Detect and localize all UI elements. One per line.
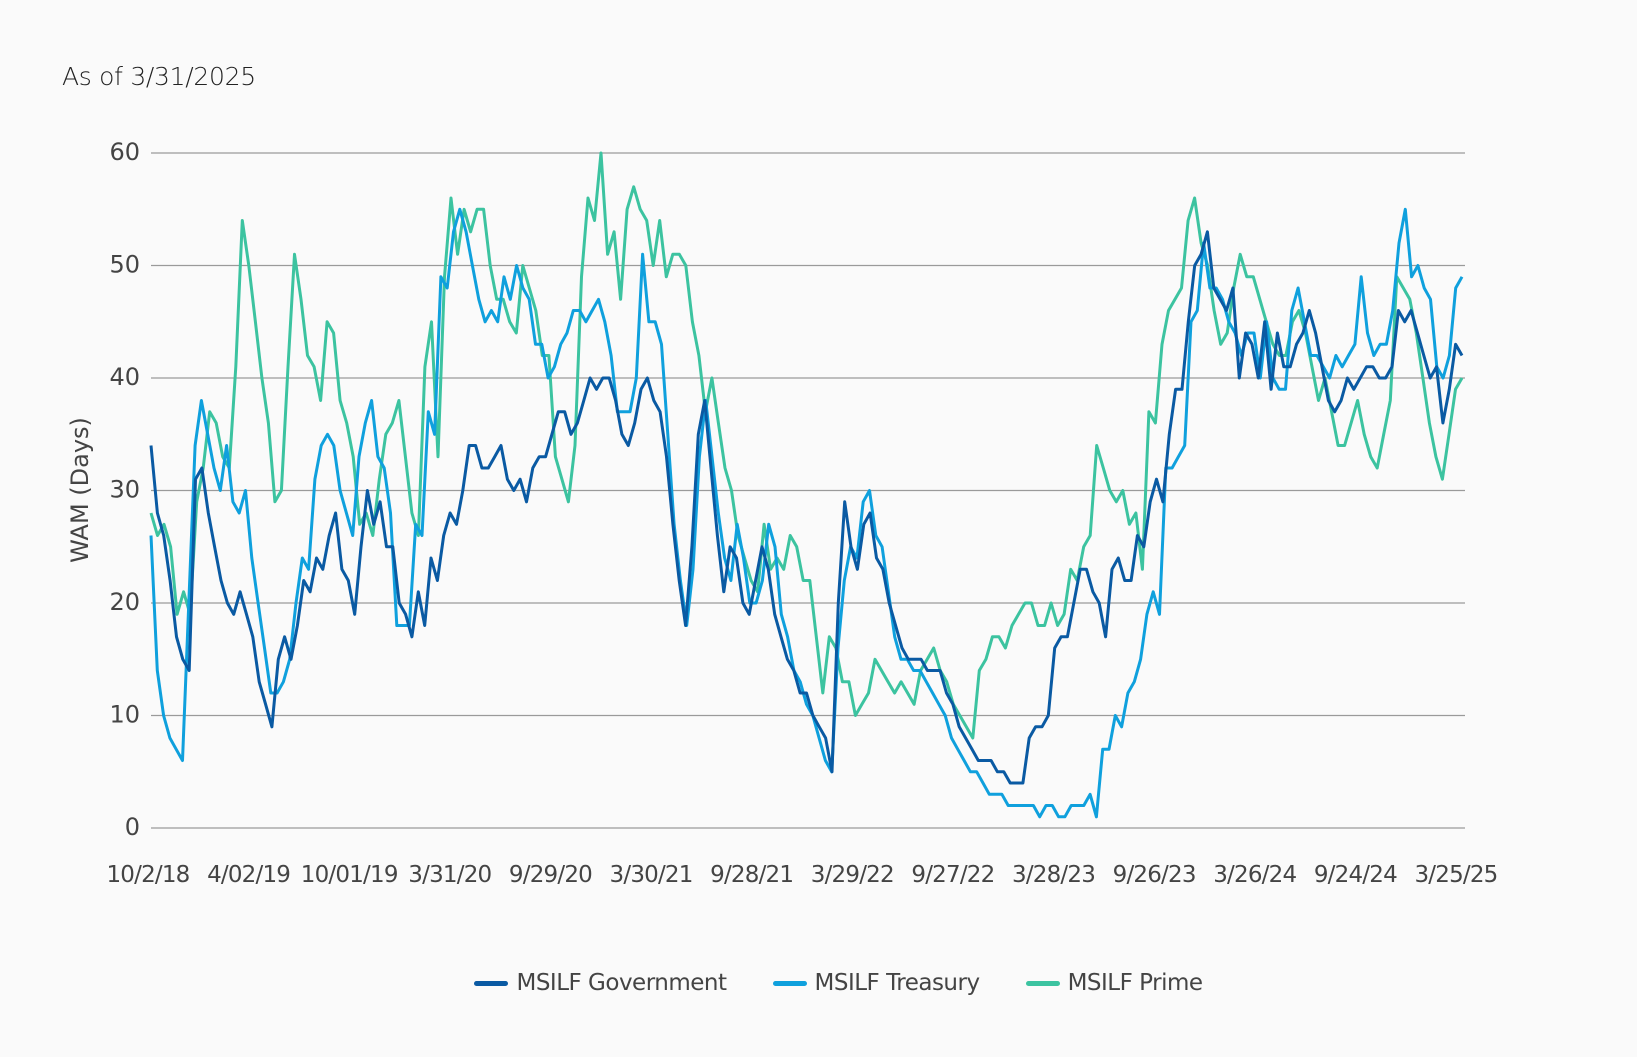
series-line-msilf-government (149, 230, 1464, 785)
legend-item-treasury: MSILF Treasury (772, 970, 981, 996)
x-tick-label: 3/25/25 (1414, 862, 1497, 888)
series-lines (149, 151, 1464, 819)
y-tick-label: 40 (109, 363, 140, 391)
legend-swatch-prime (1025, 980, 1060, 986)
x-tick-label: 4/02/19 (207, 862, 290, 888)
x-tick-label: 9/24/24 (1314, 862, 1397, 888)
x-tick-label: 3/28/23 (1012, 862, 1095, 888)
y-tick-label: 60 (109, 138, 140, 166)
legend-item-prime: MSILF Prime (1025, 970, 1203, 996)
legend-label: MSILF Treasury (814, 970, 981, 996)
x-tick-label: 9/29/20 (509, 862, 592, 888)
legend-label: MSILF Prime (1067, 970, 1203, 996)
y-tick-label: 10 (109, 701, 140, 729)
x-tick-label: 9/28/21 (710, 862, 793, 888)
y-axis-ticks: 0 10 20 30 40 50 60 (109, 138, 140, 841)
y-axis-label: WAM (Days) (66, 417, 94, 563)
y-tick-label: 20 (109, 588, 140, 616)
legend: MSILF Government MSILF Treasury MSILF Pr… (0, 970, 1637, 996)
series-line-msilf-prime (149, 151, 1464, 740)
legend-swatch-treasury (772, 980, 807, 986)
wam-line-chart: 0 10 20 30 40 50 60 10/2/18 4/02/19 10/01/19 3/31… (66, 138, 1498, 888)
y-tick-label: 50 (109, 251, 140, 279)
x-tick-label: 3/31/20 (408, 862, 491, 888)
x-tick-label: 9/27/22 (911, 862, 994, 888)
legend-swatch-government (474, 980, 509, 986)
legend-item-government: MSILF Government (474, 970, 727, 996)
x-tick-label: 3/30/21 (610, 862, 693, 888)
x-tick-label: 10/2/18 (106, 862, 189, 888)
gridlines (151, 152, 1465, 829)
y-tick-label: 0 (125, 813, 140, 841)
x-tick-label: 3/29/22 (811, 862, 894, 888)
legend-label: MSILF Government (516, 970, 727, 996)
y-tick-label: 30 (109, 476, 140, 504)
series-line-msilf-treasury (149, 207, 1464, 819)
x-axis-ticks: 10/2/18 4/02/19 10/01/19 3/31/20 9/29/20 3/30… (106, 862, 1498, 888)
as-of-date: As of 3/31/2025 (62, 62, 256, 91)
x-tick-label: 3/26/24 (1213, 862, 1296, 888)
x-tick-label: 9/26/23 (1113, 862, 1196, 888)
x-tick-label: 10/01/19 (301, 862, 398, 888)
